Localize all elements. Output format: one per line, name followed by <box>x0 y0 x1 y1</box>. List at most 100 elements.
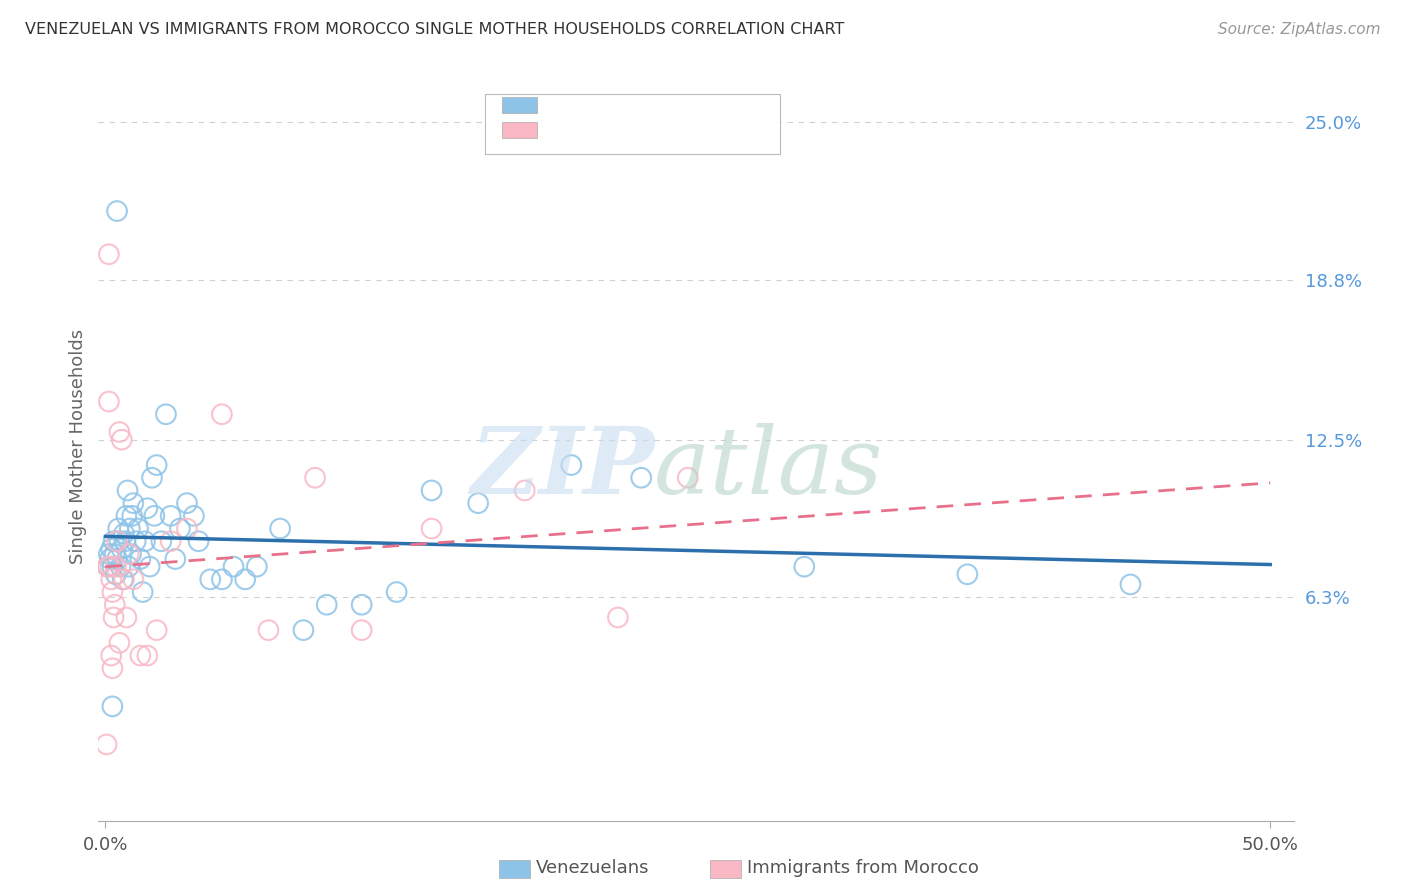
Point <box>269 522 291 536</box>
Point <box>630 471 652 485</box>
Point <box>101 585 124 599</box>
Text: Immigrants from Morocco: Immigrants from Morocco <box>747 859 979 877</box>
Point <box>111 541 134 556</box>
Point <box>100 572 122 586</box>
Text: R =: R = <box>547 96 586 114</box>
Point <box>183 508 205 523</box>
Point <box>420 522 443 536</box>
Point <box>129 648 152 663</box>
Text: Source: ZipAtlas.com: Source: ZipAtlas.com <box>1218 22 1381 37</box>
Point <box>136 648 159 663</box>
Point <box>176 496 198 510</box>
Text: atlas: atlas <box>654 424 883 514</box>
Point <box>104 547 127 561</box>
Point <box>246 559 269 574</box>
Point <box>122 496 145 510</box>
Point <box>169 522 191 536</box>
Point <box>141 471 163 485</box>
Point <box>159 534 181 549</box>
Point <box>104 598 127 612</box>
Point <box>606 610 628 624</box>
Point <box>118 547 141 561</box>
Point <box>97 247 120 261</box>
Point <box>101 559 124 574</box>
Point <box>115 508 138 523</box>
Point <box>118 559 141 574</box>
Text: 60: 60 <box>676 96 702 114</box>
Text: N =: N = <box>638 121 690 139</box>
Point <box>98 559 121 574</box>
Point <box>211 407 233 421</box>
Point <box>97 547 120 561</box>
Point <box>108 636 131 650</box>
Point <box>97 394 120 409</box>
Point <box>129 552 152 566</box>
Point <box>112 572 135 586</box>
Point <box>110 559 132 574</box>
Point <box>560 458 582 472</box>
Text: ZIP: ZIP <box>470 424 654 514</box>
Point <box>155 407 177 421</box>
Point <box>159 508 181 523</box>
Point <box>105 552 128 566</box>
Point <box>101 699 124 714</box>
Point <box>1119 577 1142 591</box>
Point <box>105 204 128 219</box>
Point <box>127 522 149 536</box>
Point <box>187 534 209 549</box>
Point <box>956 567 979 582</box>
Point <box>98 552 121 566</box>
Point <box>103 534 125 549</box>
Point <box>100 648 122 663</box>
Point <box>200 572 222 586</box>
Point <box>304 471 326 485</box>
Point <box>165 552 187 566</box>
Point <box>467 496 489 510</box>
Point <box>104 567 127 582</box>
Point <box>97 559 120 574</box>
Point <box>136 501 159 516</box>
Text: N =: N = <box>638 96 690 114</box>
Point <box>420 483 443 498</box>
Point <box>108 425 131 439</box>
Point <box>138 559 160 574</box>
Text: Venezuelans: Venezuelans <box>536 859 650 877</box>
Point <box>176 522 198 536</box>
Point <box>104 559 127 574</box>
Point <box>143 508 166 523</box>
Point <box>120 547 142 561</box>
Y-axis label: Single Mother Households: Single Mother Households <box>69 328 87 564</box>
Point <box>107 522 129 536</box>
Point <box>385 585 408 599</box>
Point <box>211 572 233 586</box>
Point <box>350 623 373 637</box>
Point <box>114 534 136 549</box>
Point <box>105 534 128 549</box>
Point <box>233 572 256 586</box>
Point <box>108 534 131 549</box>
Point <box>112 526 135 541</box>
Point <box>122 572 145 586</box>
Point <box>292 623 315 637</box>
Point <box>118 522 141 536</box>
Text: R =: R = <box>547 121 586 139</box>
Point <box>257 623 280 637</box>
Point <box>145 458 167 472</box>
Text: 0.105: 0.105 <box>583 121 634 139</box>
Point <box>315 598 337 612</box>
Point <box>111 433 134 447</box>
Point <box>121 508 143 523</box>
Point <box>97 559 120 574</box>
Point <box>350 598 373 612</box>
Point <box>125 534 148 549</box>
Point <box>222 559 245 574</box>
Point <box>96 738 118 752</box>
Text: 33: 33 <box>676 121 702 139</box>
Point <box>100 541 122 556</box>
Text: 0.113: 0.113 <box>583 96 634 114</box>
Point <box>101 661 124 675</box>
Text: VENEZUELAN VS IMMIGRANTS FROM MOROCCO SINGLE MOTHER HOUSEHOLDS CORRELATION CHART: VENEZUELAN VS IMMIGRANTS FROM MOROCCO SI… <box>25 22 845 37</box>
Point <box>111 572 134 586</box>
Point <box>145 623 167 637</box>
Point <box>117 483 139 498</box>
